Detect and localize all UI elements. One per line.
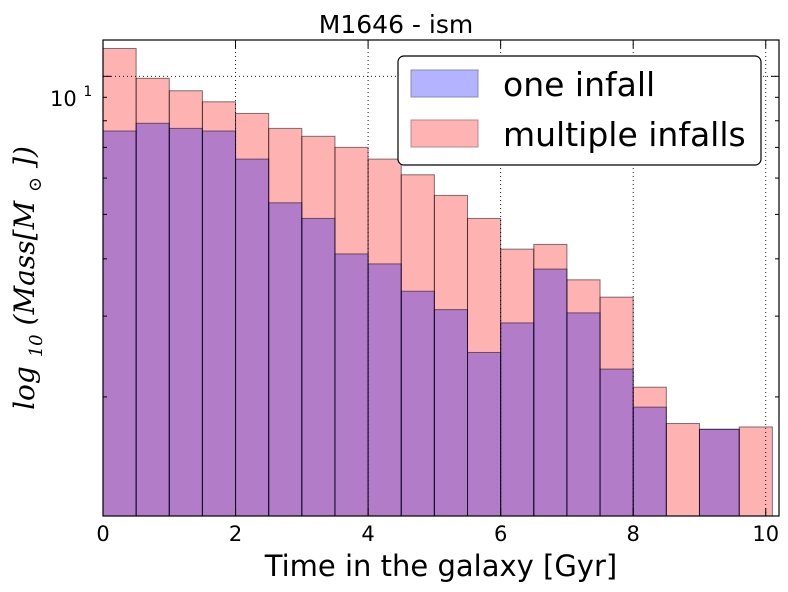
ticks-layer: 0 2 4 6 8 10 bbox=[96, 40, 779, 546]
bar-one-infall bbox=[632, 406, 667, 517]
bar-multiple-infalls bbox=[168, 90, 203, 517]
x-tick-label: 2 bbox=[229, 522, 242, 546]
legend-label-one-infall: one infall bbox=[503, 65, 655, 104]
bar-one-infall bbox=[235, 158, 270, 517]
x-tick-label: 10 bbox=[752, 522, 779, 546]
bar-multiple-infalls bbox=[665, 423, 700, 517]
bar-one-infall bbox=[467, 351, 502, 517]
chart-title: M1646 - ism bbox=[319, 10, 473, 39]
bar-one-infall bbox=[566, 312, 601, 517]
bar-one-infall bbox=[400, 290, 435, 517]
y-axis-label-sun: ⊙ bbox=[25, 177, 46, 192]
bar-multiple-infalls bbox=[698, 428, 740, 517]
x-tick-label: 4 bbox=[361, 522, 374, 546]
y-axis-label-suffix: ]) bbox=[8, 146, 41, 169]
bar-one-infall bbox=[599, 368, 634, 517]
bar-multiple-infalls bbox=[533, 243, 568, 517]
bar-one-infall bbox=[433, 309, 469, 517]
y-tick-exponent: 1 bbox=[83, 84, 92, 100]
x-tick-label: 8 bbox=[627, 522, 640, 546]
bar-one-infall bbox=[135, 122, 170, 517]
bar-one-infall bbox=[500, 322, 535, 517]
bar-one-infall bbox=[367, 263, 402, 517]
y-tick-base: 10 bbox=[50, 87, 77, 111]
bar-one-infall bbox=[168, 127, 203, 517]
legend-swatch-one-infall bbox=[410, 69, 479, 98]
bar-multiple-infalls bbox=[467, 217, 502, 517]
bar-one-infall bbox=[698, 428, 740, 517]
bar-multiple-infalls bbox=[738, 426, 773, 517]
legend-box bbox=[397, 55, 762, 166]
y-axis-label-log: log bbox=[8, 366, 41, 410]
bars-layer bbox=[102, 47, 773, 517]
legend: one infall multiple infalls bbox=[397, 55, 762, 166]
legend-label-multiple-infalls: multiple infalls bbox=[503, 115, 746, 154]
legend-swatch-multiple-infalls bbox=[410, 119, 479, 148]
y-axis-label-body: (Mass[M bbox=[8, 200, 41, 326]
bar-one-infall bbox=[533, 268, 568, 517]
bar-one-infall bbox=[301, 217, 336, 517]
bar-one-infall bbox=[102, 130, 137, 517]
y-axis-label-subscript: 10 bbox=[26, 334, 47, 357]
bar-multiple-infalls bbox=[135, 77, 170, 517]
bar-one-infall bbox=[334, 253, 369, 517]
x-tick-label: 0 bbox=[96, 522, 109, 546]
bar-one-infall bbox=[268, 202, 303, 517]
plot-area-frame bbox=[102, 39, 780, 517]
y-tick-label: 10 1 bbox=[50, 84, 92, 111]
bar-one-infall bbox=[201, 130, 237, 517]
bar-multiple-infalls bbox=[102, 47, 137, 517]
x-axis-label: Time in the galaxy [Gyr] bbox=[264, 549, 617, 583]
x-tick-label: 6 bbox=[494, 522, 507, 546]
y-axis-label: log 10 (Mass[M ⊙ ]) bbox=[8, 146, 49, 410]
bar-multiple-infalls bbox=[400, 174, 435, 517]
